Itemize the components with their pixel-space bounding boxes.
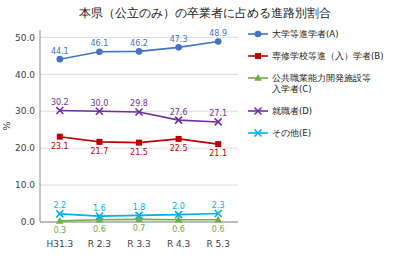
data-label: 0.6 — [93, 225, 106, 234]
y-tick-label: 20.0 — [15, 143, 35, 153]
legend-label-line: 専修学校等進（入）学者(B) — [272, 51, 383, 61]
point — [57, 56, 64, 63]
point — [136, 108, 143, 115]
legend-label-line: 就職者(D) — [272, 106, 312, 116]
point — [136, 140, 142, 146]
legend: 大学等進学者(A) 専修学校等進（入）学者(B) 公共職業能力開発施設等入学者(C)… — [248, 29, 383, 138]
data-label: 2.3 — [212, 201, 225, 210]
title: 本県（公立のみ）の卒業者に占める進路別割合 — [79, 6, 331, 20]
data-label: 0.7 — [133, 224, 146, 233]
point — [57, 134, 63, 140]
data-label: 23.1 — [51, 142, 69, 151]
point — [96, 139, 102, 145]
markers — [56, 38, 222, 224]
point — [175, 117, 182, 124]
y-tick-label: 50.0 — [15, 33, 35, 43]
lines — [60, 41, 218, 220]
legend-marker — [255, 130, 262, 137]
grid-line — [40, 185, 238, 186]
point — [96, 48, 103, 55]
data-label: 2.2 — [53, 201, 66, 210]
legend-marker — [254, 74, 262, 81]
data-label: 21.5 — [130, 148, 148, 157]
data-label: 47.3 — [170, 35, 188, 44]
data-label: 1.6 — [93, 204, 106, 213]
data-label: 21.1 — [209, 149, 227, 158]
legend-label: 就職者(D) — [272, 106, 312, 116]
data-labels: 44.1 46.1 46.2 47.3 48.9 23.1 21.7 21.5 22.5 21.1… — [51, 29, 227, 235]
y-tick-label: 10.0 — [15, 180, 35, 190]
data-label: 48.9 — [209, 29, 227, 38]
data-label: 30.2 — [51, 98, 69, 107]
legend-label: 公共職業能力開発施設等入学者(C) — [272, 73, 371, 94]
point — [215, 210, 222, 217]
point — [96, 213, 103, 220]
chart: 本県（公立のみ）の卒業者に占める進路別割合% 0.0 10.0 20.0 30.0 40.… — [0, 0, 409, 275]
grid-line — [40, 74, 238, 75]
point — [176, 136, 182, 142]
legend-marker — [255, 108, 262, 115]
point — [136, 48, 143, 55]
y-axis — [40, 30, 41, 222]
data-label: 27.1 — [209, 109, 227, 118]
legend-label-line: 公共職業能力開発施設等 — [272, 73, 371, 83]
data-label: 2.0 — [172, 202, 185, 211]
x-tick-label: H31.3 — [46, 239, 73, 249]
data-label: 30.0 — [90, 99, 108, 108]
data-label: 46.1 — [90, 39, 108, 48]
y-tick-label: 0.0 — [21, 217, 36, 227]
data-label: 44.1 — [51, 47, 69, 56]
point — [215, 38, 222, 45]
point — [215, 141, 221, 147]
data-label: 46.2 — [130, 39, 148, 48]
legend-label: 専修学校等進（入）学者(B) — [272, 51, 383, 61]
x-tick-label: R 4.3 — [167, 239, 190, 249]
data-label: 27.6 — [170, 108, 188, 117]
legend-label: その他(E) — [272, 128, 311, 138]
data-label: 21.7 — [90, 147, 108, 156]
point — [215, 118, 222, 125]
legend-marker — [255, 53, 261, 59]
data-label: 0.3 — [53, 226, 66, 235]
x-tick-label: R 3.3 — [127, 239, 150, 249]
data-label: 29.8 — [130, 99, 148, 108]
point — [96, 108, 103, 115]
point — [175, 44, 182, 51]
legend-label-line: その他(E) — [272, 128, 311, 138]
y-tick-label: 40.0 — [15, 70, 35, 80]
y-axis-label: % — [1, 121, 12, 130]
legend-label: 大学等進学者(A) — [272, 29, 338, 39]
point — [175, 211, 182, 218]
y-tick-label: 30.0 — [15, 106, 35, 116]
x-tick-label: R 5.3 — [206, 239, 229, 249]
point — [56, 217, 64, 224]
legend-label-line: 大学等進学者(A) — [272, 29, 338, 39]
data-label: 22.5 — [170, 144, 188, 153]
data-label: 0.6 — [172, 225, 185, 234]
data-label: 1.8 — [133, 203, 146, 212]
legend-marker — [255, 31, 262, 38]
x-tick-label: R 2.3 — [88, 239, 111, 249]
point — [136, 212, 143, 219]
point — [56, 210, 63, 217]
data-label: 0.6 — [212, 225, 225, 234]
point — [56, 107, 63, 114]
legend-label-line: 入学者(C) — [272, 84, 312, 94]
